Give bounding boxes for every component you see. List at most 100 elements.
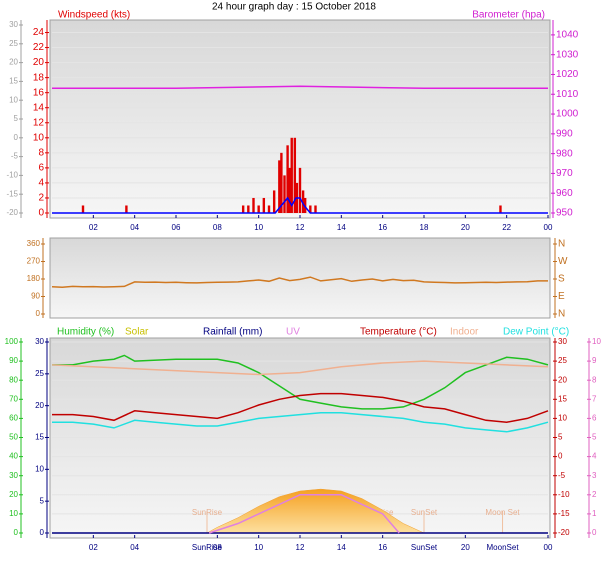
- bar: [262, 197, 266, 213]
- x-tick-label: 04: [130, 543, 139, 552]
- y-tick-label: 90: [9, 356, 18, 365]
- bar: [499, 205, 502, 213]
- legend-entry: UV: [286, 327, 300, 338]
- series-line: [51, 360, 549, 376]
- y-tick-label: 270: [27, 257, 41, 266]
- y-tick-label: 10: [9, 95, 18, 104]
- y-tick-label: 180: [27, 274, 41, 283]
- y-tick-label: 970: [556, 168, 573, 179]
- y-tick-label: 10: [9, 509, 18, 518]
- x-tick-label: 00: [544, 543, 553, 552]
- x-tick-label: 18: [420, 223, 429, 232]
- y-tick-label: E: [558, 291, 565, 302]
- y-tick-label: 1: [592, 509, 597, 518]
- x-tick-label: 08: [213, 543, 222, 552]
- y-tick-label: 5: [558, 433, 563, 442]
- y-tick-label: 4: [38, 178, 44, 189]
- y-tick-label: 20: [9, 490, 18, 499]
- y-tick-label: 5: [592, 433, 597, 442]
- legend-entry: Humidity (%): [57, 327, 114, 338]
- x-tick-label: 00: [544, 223, 553, 232]
- y-tick-label: 10: [558, 414, 567, 423]
- bar: [267, 205, 271, 213]
- x-tick-label: 20: [461, 543, 470, 552]
- bar: [272, 190, 276, 213]
- y-tick-label: W: [558, 256, 568, 267]
- bar: [125, 205, 128, 213]
- x-tick-label: 02: [89, 543, 98, 552]
- bar: [241, 205, 245, 213]
- y-tick-label: 8: [38, 147, 44, 158]
- bar: [280, 152, 283, 213]
- y-tick-label: 30: [9, 20, 18, 29]
- y-tick-label: 2: [592, 490, 597, 499]
- y-tick-label: 1010: [556, 89, 579, 100]
- y-tick-label: 15: [9, 77, 18, 86]
- y-tick-label: -20: [558, 528, 570, 537]
- bar: [286, 145, 289, 213]
- y2-axis-label: Barometer (hpa): [472, 10, 545, 21]
- y-tick-label: 20: [558, 375, 567, 384]
- y-tick-label: 360: [27, 239, 41, 248]
- y-tick-label: -5: [558, 471, 566, 480]
- legend-entry: Temperature (°C): [360, 327, 437, 338]
- y-tick-label: 100: [5, 337, 19, 346]
- series-line: [208, 494, 400, 534]
- bar: [293, 137, 297, 213]
- y-tick-label: 24: [33, 27, 45, 38]
- y-tick-label: 3: [592, 471, 597, 480]
- event-axis-label: MoonSet: [487, 543, 520, 552]
- series-area: [206, 488, 425, 534]
- y-tick-label: -15: [6, 189, 18, 198]
- y-tick-label: 1020: [556, 69, 579, 80]
- y-tick-label: 14: [33, 102, 45, 113]
- bar: [257, 205, 260, 213]
- y-tick-label: 12: [33, 117, 45, 128]
- y-tick-label: 30: [9, 471, 18, 480]
- event-axis-label: SunSet: [411, 543, 438, 552]
- y-tick-label: -15: [558, 509, 570, 518]
- bar: [298, 167, 302, 213]
- event-label: SunRise: [192, 508, 223, 517]
- series-line: [52, 354, 549, 410]
- bar: [288, 167, 291, 213]
- y-tick-label: 8: [592, 375, 597, 384]
- y-tick-label: 0: [40, 528, 45, 537]
- x-tick-label: 20: [461, 223, 470, 232]
- y-tick-label: -20: [6, 208, 18, 217]
- bar: [301, 190, 305, 213]
- event-label: Moon Set: [485, 508, 520, 517]
- series-line: [52, 392, 549, 423]
- bar: [278, 160, 281, 213]
- x-tick-label: 04: [130, 223, 139, 232]
- y-tick-label: 18: [33, 72, 45, 83]
- y-tick-label: 20: [9, 58, 18, 67]
- x-tick-label: 14: [337, 223, 346, 232]
- x-tick-label: 12: [296, 543, 305, 552]
- y-tick-label: 950: [556, 208, 573, 219]
- y-tick-label: 25: [558, 356, 567, 365]
- y-tick-label: 0: [14, 528, 19, 537]
- y-tick-label: S: [558, 274, 565, 285]
- y-tick-label: -10: [558, 490, 570, 499]
- legend-entry: Dew Point (°C): [503, 327, 569, 338]
- y-tick-label: 20: [35, 401, 44, 410]
- series-line: [52, 411, 549, 433]
- bar: [252, 197, 255, 213]
- legend-entry: Solar: [125, 327, 149, 338]
- y-tick-label: 0: [558, 452, 563, 461]
- y-tick-label: 60: [9, 414, 18, 423]
- y-tick-label: 6: [38, 163, 44, 174]
- bar: [247, 205, 250, 213]
- x-tick-label: 06: [172, 223, 181, 232]
- y-tick-label: 40: [9, 452, 18, 461]
- x-tick-label: 02: [89, 223, 98, 232]
- y-tick-label: 0: [592, 528, 597, 537]
- y-tick-label: 990: [556, 128, 573, 139]
- y-tick-label: 7: [592, 394, 597, 403]
- y-tick-label: 2: [38, 193, 44, 204]
- y-tick-label: 20: [33, 57, 45, 68]
- bar: [309, 205, 312, 213]
- x-tick-label: 14: [337, 543, 346, 552]
